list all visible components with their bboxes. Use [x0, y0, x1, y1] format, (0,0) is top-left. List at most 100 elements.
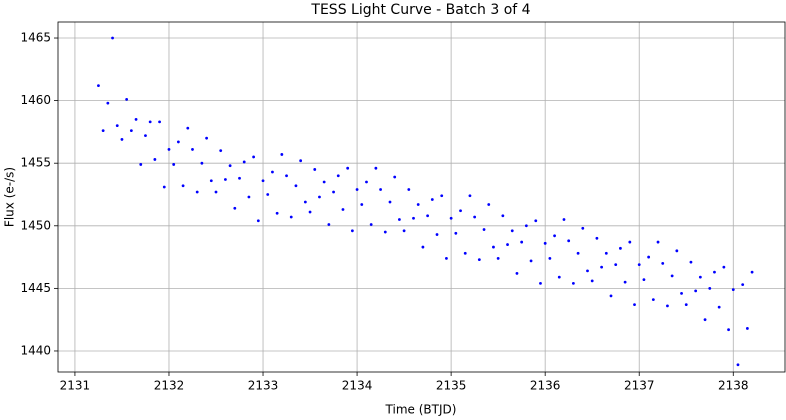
data-point — [661, 261, 665, 265]
data-point — [294, 184, 298, 188]
data-point — [628, 240, 632, 244]
data-point — [581, 226, 585, 230]
data-point — [567, 239, 571, 243]
data-point — [186, 126, 190, 130]
data-point — [454, 231, 458, 235]
data-point — [148, 120, 152, 124]
x-tick-label: 2137 — [624, 379, 655, 393]
data-point — [553, 234, 556, 238]
data-point — [440, 194, 444, 198]
data-point — [97, 84, 100, 87]
data-point — [708, 286, 712, 290]
x-tick-label: 2135 — [436, 379, 467, 393]
data-point — [162, 185, 166, 189]
data-point — [365, 180, 368, 184]
data-point — [600, 265, 604, 269]
data-point — [647, 255, 651, 259]
data-point — [698, 275, 702, 279]
data-point — [219, 149, 223, 153]
plot-frame — [57, 21, 786, 373]
data-point — [675, 249, 679, 253]
data-point — [539, 281, 542, 285]
x-tick-label: 2134 — [342, 379, 373, 393]
data-point — [445, 256, 448, 260]
data-point — [271, 170, 274, 174]
data-point — [374, 166, 378, 170]
data-point — [656, 240, 660, 244]
data-point — [407, 188, 411, 191]
data-point — [247, 195, 251, 199]
data-point — [416, 203, 420, 206]
data-point — [172, 163, 176, 166]
data-point — [256, 219, 260, 223]
data-point — [350, 229, 354, 233]
data-point — [233, 206, 237, 210]
data-point — [289, 215, 293, 219]
y-tick-label: 1460 — [20, 93, 51, 107]
data-point — [238, 176, 241, 180]
data-point — [717, 305, 721, 309]
data-point — [158, 120, 161, 124]
y-tick-label: 1465 — [20, 31, 51, 45]
data-point — [529, 259, 533, 263]
x-axis-label: Time (BTJD) — [385, 403, 457, 417]
data-point — [666, 304, 669, 308]
data-point — [209, 179, 213, 183]
data-point — [360, 203, 364, 206]
data-point — [492, 245, 495, 249]
data-point — [703, 318, 707, 322]
data-point — [214, 190, 218, 194]
data-point — [468, 194, 472, 198]
data-point — [200, 161, 204, 165]
data-point — [459, 209, 462, 213]
data-point — [477, 258, 481, 261]
data-point — [543, 241, 547, 245]
data-point — [642, 278, 646, 282]
data-point — [242, 160, 246, 164]
data-point — [252, 155, 256, 159]
data-point — [619, 246, 622, 250]
data-point — [144, 134, 147, 138]
data-point — [205, 136, 208, 140]
data-point — [181, 184, 185, 188]
data-point — [355, 188, 359, 191]
data-point — [482, 228, 486, 231]
data-point — [741, 283, 745, 287]
data-point — [604, 251, 608, 255]
data-point — [736, 363, 740, 367]
data-point — [421, 245, 425, 249]
data-point — [120, 138, 124, 141]
data-point — [266, 193, 270, 196]
data-point — [322, 180, 326, 184]
data-point — [510, 229, 514, 233]
data-point — [694, 289, 698, 293]
data-point — [534, 219, 538, 223]
y-tick-label: 1450 — [20, 218, 51, 232]
data-point — [139, 163, 143, 166]
data-point — [167, 148, 171, 151]
data-point — [750, 270, 754, 274]
data-point — [327, 223, 331, 226]
y-tick-label: 1440 — [20, 343, 51, 357]
data-point — [101, 129, 105, 133]
data-point — [651, 298, 655, 302]
data-point — [562, 218, 566, 221]
data-point — [129, 129, 133, 133]
data-point — [388, 200, 392, 204]
x-tick-label: 2132 — [154, 379, 185, 393]
data-point — [426, 214, 430, 218]
y-tick-label: 1445 — [20, 281, 51, 295]
data-point — [303, 200, 307, 204]
data-point — [689, 260, 693, 264]
data-point — [524, 224, 528, 228]
data-point — [176, 140, 180, 144]
data-point — [299, 159, 303, 163]
data-point — [576, 251, 580, 255]
data-point — [332, 190, 335, 194]
data-point — [609, 294, 613, 298]
data-point — [261, 179, 265, 183]
data-point — [285, 174, 288, 178]
data-point — [115, 124, 119, 128]
data-point — [369, 223, 373, 226]
data-point — [412, 216, 415, 220]
